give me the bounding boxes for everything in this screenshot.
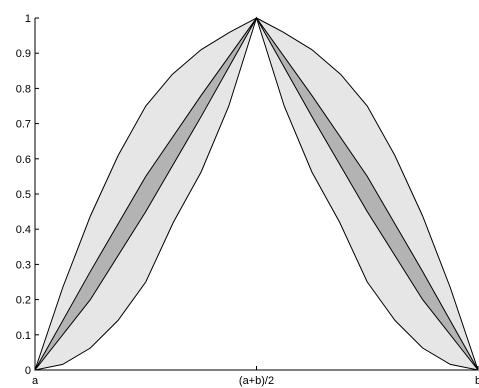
y-tick-label: 1	[25, 13, 31, 25]
y-tick-label: 0.2	[16, 295, 31, 307]
x-tick-label: b	[475, 375, 479, 387]
y-tick-label: 0.3	[16, 259, 31, 271]
y-tick-label: 0.4	[16, 224, 31, 236]
outer-band	[34, 16, 479, 371]
x-tick-label: a	[32, 375, 39, 387]
y-tick-label: 0.1	[16, 330, 31, 342]
y-tick-label: 0.6	[16, 154, 31, 166]
y-tick-label: 0	[25, 365, 31, 377]
y-tick-label: 0.7	[16, 119, 31, 131]
y-tick-label: 0.9	[16, 48, 31, 60]
x-tick-label: (a+b)/2	[239, 375, 274, 387]
y-tick-label: 0.8	[16, 83, 31, 95]
bands-layer	[34, 16, 479, 371]
y-ticks: 0 0.1 0.2 0.3 0.4 0.5 0.6 0.7 0.8 0.9 1	[16, 13, 39, 377]
x-ticks: a (a+b)/2 b	[32, 366, 479, 387]
y-tick-label: 0.5	[16, 189, 31, 201]
